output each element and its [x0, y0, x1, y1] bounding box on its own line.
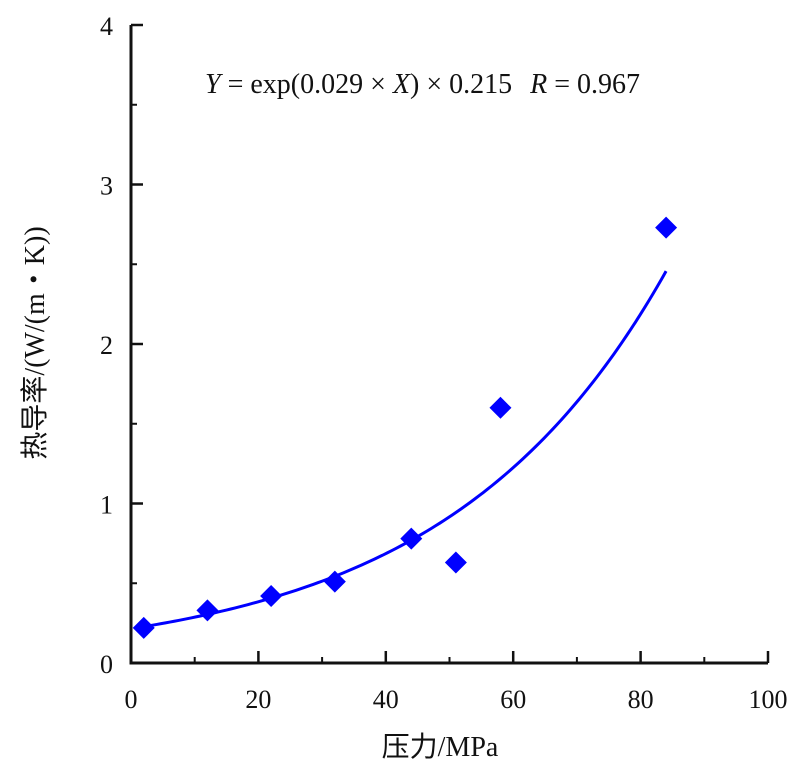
x-variable: X [392, 69, 411, 100]
x-tick-label: 0 [125, 685, 138, 714]
equation-body: = exp(0.029 × [221, 69, 393, 100]
x-tick-label: 100 [749, 685, 788, 714]
data-point [400, 527, 423, 550]
data-point [260, 585, 283, 608]
r-variable: R [529, 69, 547, 100]
y-variable: Y [205, 69, 224, 100]
fit-equation: Y = exp(0.029 × X) × 0.215 R = 0.967 [205, 69, 640, 100]
data-point [444, 551, 467, 574]
data-point [196, 599, 219, 622]
y-axis-title: 热导率/(W/(m・K)) [19, 226, 51, 459]
equation-tail: ) × 0.215 [410, 69, 512, 100]
x-tick-label: 20 [245, 685, 271, 714]
data-points [132, 216, 678, 639]
x-tick-label: 80 [628, 685, 654, 714]
y-tick-label: 3 [100, 172, 113, 201]
axes: 0 20 40 60 80 100 0 1 2 3 4 [100, 12, 788, 714]
x-tick-label: 40 [373, 685, 399, 714]
y-tick-label: 2 [100, 331, 113, 360]
y-tick-label: 0 [100, 650, 113, 679]
data-point [655, 216, 678, 239]
y-tick-label: 4 [100, 12, 113, 41]
y-tick-label: 1 [100, 491, 113, 520]
x-axis-title: 压力/MPa [382, 731, 499, 763]
r-value: = 0.967 [547, 69, 640, 100]
x-tick-label: 60 [500, 685, 526, 714]
data-point [132, 616, 155, 639]
data-point [323, 570, 346, 593]
data-point [489, 396, 512, 419]
fit-curve [143, 270, 668, 629]
